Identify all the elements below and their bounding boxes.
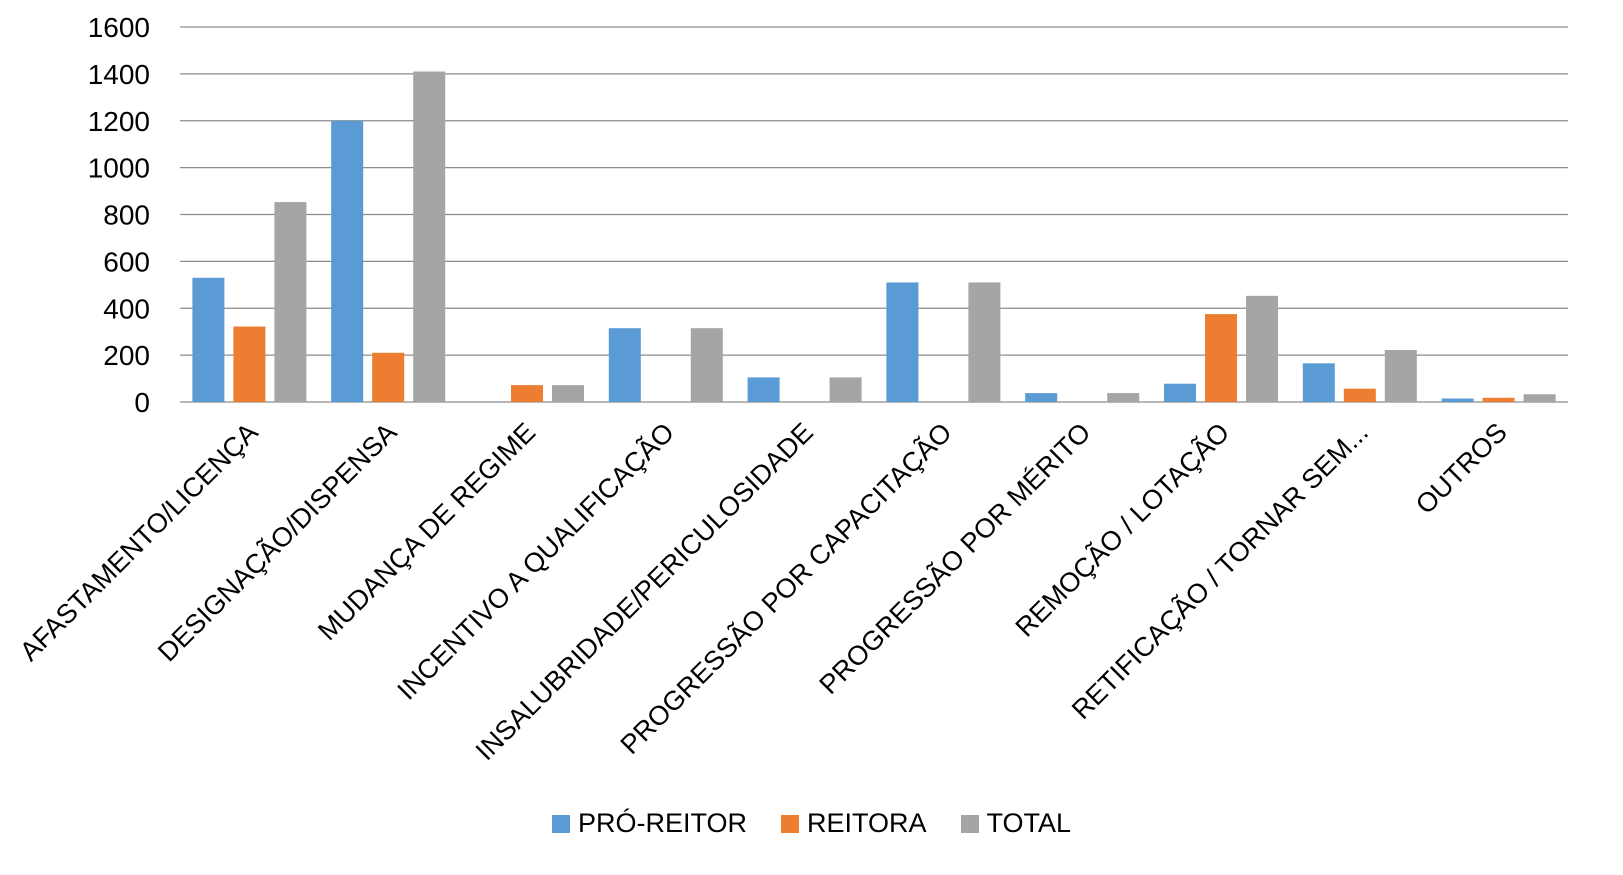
- bar-reitora-outros: [1482, 397, 1515, 402]
- legend-label-total: TOTAL: [986, 808, 1072, 838]
- bar-reitora-mudanca-de-regime: [511, 385, 543, 402]
- legend: PRÓ-REITOR REITORA TOTAL: [0, 808, 1623, 839]
- bar-chart: 0 200 400 600 800 1000 1200 1400 1600 AFASTAMENT…: [14, 12, 1568, 766]
- bar-reitora-designacao-dispensa: [372, 352, 405, 402]
- y-tick-label-400: 400: [103, 293, 150, 324]
- y-axis-tick-labels: 0 200 400 600 800 1000 1200 1400 1600: [88, 12, 150, 418]
- bar-total-progressao-por-capacitacao: [968, 282, 1001, 402]
- bars: [192, 71, 1556, 402]
- x-tick-label-retificacao-tornar-sem: RETIFICAÇÃO / TORNAR SEM...: [1065, 416, 1374, 725]
- x-axis-tick-labels: AFASTAMENTO/LICENÇADESIGNAÇÃO/DISPENSAMU…: [14, 416, 1513, 766]
- legend-item-pro-reitor: PRÓ-REITOR: [551, 808, 747, 839]
- bar-reitora-afastamento-licenca: [233, 326, 266, 402]
- bar-total-remocao-lotacao: [1246, 295, 1278, 402]
- y-tick-label-1400: 1400: [88, 59, 150, 90]
- bar-total-retificacao-tornar-sem: [1384, 349, 1417, 402]
- bar-total-outros: [1523, 394, 1556, 402]
- legend-swatch-pro-reitor: [551, 814, 570, 833]
- bar-pro-reitor-afastamento-licenca: [192, 277, 225, 402]
- y-tick-label-1200: 1200: [88, 106, 150, 137]
- bar-pro-reitor-designacao-dispensa: [331, 120, 364, 402]
- legend-item-reitora: REITORA: [780, 808, 927, 839]
- y-tick-label-200: 200: [103, 340, 150, 371]
- y-tick-label-1000: 1000: [88, 153, 150, 184]
- y-tick-label-0: 0: [134, 387, 150, 418]
- bar-reitora-retificacao-tornar-sem: [1343, 388, 1376, 402]
- bar-total-designacao-dispensa: [413, 71, 446, 402]
- legend-item-total: TOTAL: [960, 808, 1072, 839]
- bar-reitora-remocao-lotacao: [1205, 314, 1237, 402]
- bar-total-afastamento-licenca: [274, 202, 307, 402]
- y-tick-label-1600: 1600: [88, 12, 150, 43]
- bar-pro-reitor-insalubridade-periculosidade: [747, 377, 780, 402]
- x-tick-label-incentivo-a-qualificacao: INCENTIVO A QUALIFICAÇÃO: [391, 416, 680, 705]
- x-tick-label-designacao-dispensa: DESIGNAÇÃO/DISPENSA: [151, 416, 402, 667]
- bar-pro-reitor-outros: [1441, 398, 1474, 402]
- bar-total-insalubridade-periculosidade: [829, 377, 862, 402]
- x-tick-label-outros: OUTROS: [1410, 417, 1513, 520]
- bar-pro-reitor-progressao-por-capacitacao: [886, 282, 919, 402]
- bar-total-incentivo-a-qualificacao: [690, 328, 723, 402]
- bar-pro-reitor-retificacao-tornar-sem: [1302, 363, 1335, 402]
- y-tick-label-600: 600: [103, 246, 150, 277]
- bar-pro-reitor-progressao-por-merito: [1025, 393, 1058, 402]
- legend-label-pro-reitor: PRÓ-REITOR: [577, 808, 747, 838]
- bar-total-mudanca-de-regime: [552, 385, 584, 402]
- bar-pro-reitor-remocao-lotacao: [1164, 383, 1196, 402]
- legend-swatch-reitora: [780, 814, 799, 833]
- x-tick-label-progressao-por-merito: PROGRESSÃO POR MÉRITO: [813, 416, 1097, 700]
- legend-swatch-total: [960, 814, 979, 833]
- gridlines: [180, 26, 1568, 403]
- x-tick-label-afastamento-licenca: AFASTAMENTO/LICENÇA: [14, 417, 264, 667]
- bar-pro-reitor-incentivo-a-qualificacao: [608, 328, 641, 402]
- y-tick-label-800: 800: [103, 200, 150, 231]
- bar-total-progressao-por-merito: [1107, 393, 1140, 402]
- legend-label-reitora: REITORA: [806, 808, 927, 838]
